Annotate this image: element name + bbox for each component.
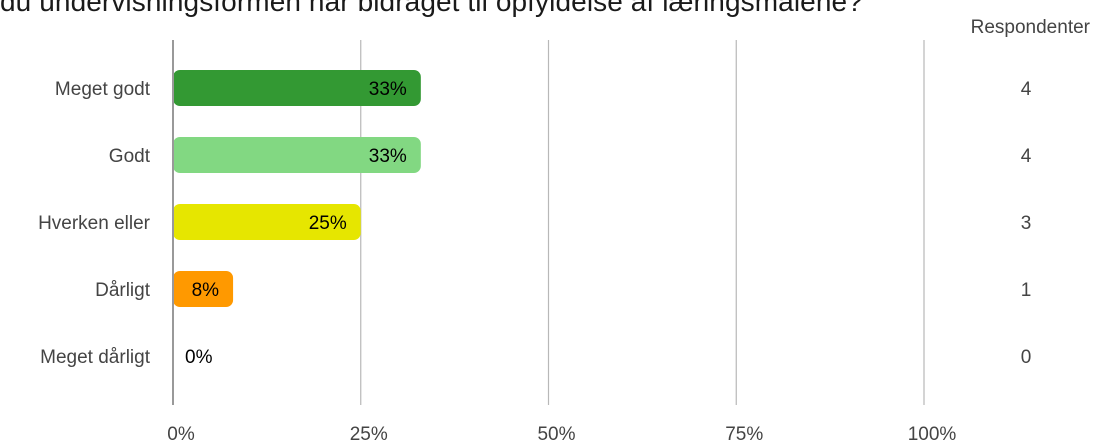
bar-1 [173,137,421,173]
bar-value-label: 8% [192,280,220,301]
respondent-count: 3 [1021,213,1032,234]
category-label: Hverken eller [38,213,151,234]
respondent-count: 0 [1021,347,1032,368]
bar-value-label: 33% [369,146,407,167]
bar-0 [173,70,421,106]
x-tick-label: 75% [725,424,763,440]
x-tick-label: 25% [350,424,388,440]
bar-value-label: 33% [369,79,407,100]
category-label: Dårligt [95,280,151,301]
respondent-count: 4 [1021,146,1032,167]
bar-value-label: 25% [309,213,347,234]
respondents-header: Respondenter [970,17,1090,38]
category-label: Meget dårligt [40,347,151,368]
respondent-count: 4 [1021,79,1032,100]
category-label: Godt [109,146,151,167]
chart-title: du undervisningsformen har bidraget til … [0,0,863,17]
bar-value-label: 0% [185,347,213,368]
x-tick-label: 0% [167,424,195,440]
respondent-count: 1 [1021,280,1032,301]
bar-2 [173,204,361,240]
bar-3 [173,271,234,307]
x-tick-label: 50% [537,424,575,440]
category-label: Meget godt [55,79,151,100]
x-tick-label: 100% [908,424,957,440]
